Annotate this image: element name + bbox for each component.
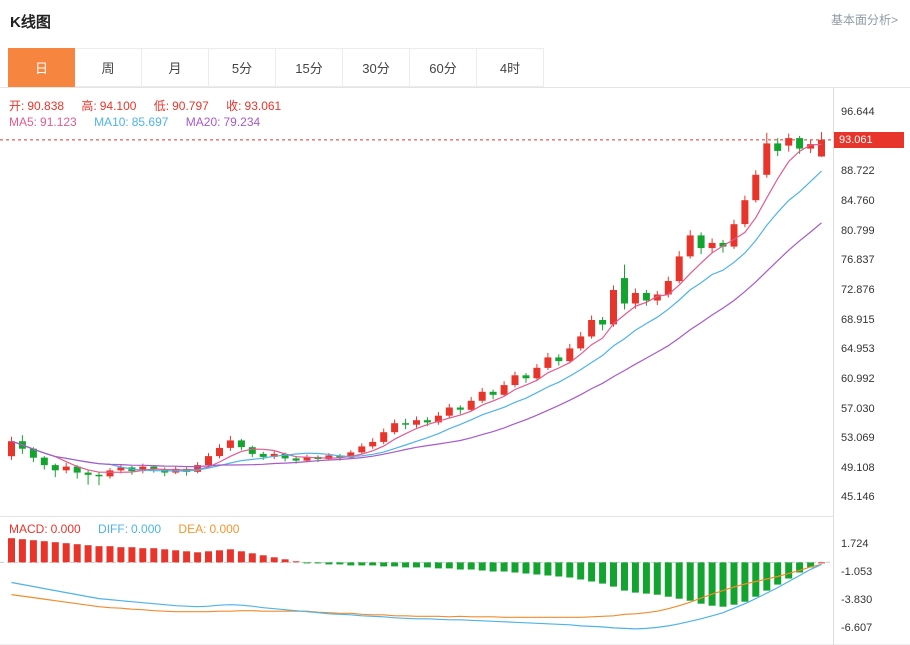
candlestick-chart[interactable] bbox=[0, 88, 833, 516]
main-axis-tick-10: 53.069 bbox=[841, 432, 875, 445]
tab-interval-3[interactable]: 5分 bbox=[209, 48, 276, 87]
main-axis-tick-5: 72.876 bbox=[841, 283, 875, 296]
ma20-label: MA20: bbox=[185, 115, 221, 129]
tab-interval-1[interactable]: 周 bbox=[75, 48, 142, 87]
dea-value: 0.000 bbox=[209, 522, 240, 536]
main-axis-tick-0: 96.644 bbox=[841, 106, 875, 119]
tab-interval-4[interactable]: 15分 bbox=[276, 48, 343, 87]
open-value: 90.838 bbox=[27, 99, 65, 113]
ma10-value: 85.697 bbox=[131, 115, 169, 129]
main-axis-tick-12: 45.146 bbox=[841, 491, 875, 504]
tab-interval-0[interactable]: 日 bbox=[8, 48, 75, 87]
low-label: 低: bbox=[153, 99, 170, 113]
close-value: 93.061 bbox=[244, 99, 282, 113]
main-axis-tick-9: 57.030 bbox=[841, 402, 875, 415]
fundamental-analysis-link[interactable]: 基本面分析> bbox=[830, 13, 898, 27]
interval-tabbar: 日周月 5分 15分 30分 60分 4时 bbox=[0, 48, 910, 88]
open-label: 开: bbox=[9, 99, 25, 113]
page-title: K线图 bbox=[10, 14, 51, 31]
ma10-label: MA10: bbox=[94, 115, 129, 129]
y-axis: 93.061 96.644 88.722 84.760 80.799 76.837 72.… bbox=[833, 88, 910, 645]
main-axis-tick-8: 60.992 bbox=[841, 372, 875, 385]
macd-value: 0.000 bbox=[50, 522, 81, 536]
low-value: 90.797 bbox=[172, 99, 209, 113]
diff-value: 0.000 bbox=[131, 522, 162, 536]
main-axis-tick-3: 80.799 bbox=[841, 224, 875, 237]
ma-info: MA5: 91.123 MA10: 85.697 MA20: 79.234 bbox=[9, 115, 274, 129]
current-price-tag: 93.061 bbox=[834, 131, 904, 148]
tab-interval-6[interactable]: 60分 bbox=[410, 48, 477, 87]
high-label: 高: bbox=[81, 99, 97, 113]
tab-interval-2[interactable]: 月 bbox=[142, 48, 209, 87]
chart-area: 开: 90.838 高: 94.100 低: 90.797 收: 93.061 MA5:… bbox=[0, 88, 910, 645]
main-axis-tick-1: 88.722 bbox=[841, 165, 875, 178]
macd-axis-tick-2: -3.830 bbox=[841, 593, 873, 606]
ohlc-info: 开: 90.838 高: 94.100 低: 90.797 收: 93.061 bbox=[9, 97, 295, 114]
close-label: 收: bbox=[226, 99, 242, 113]
main-axis-tick-6: 68.915 bbox=[841, 313, 875, 326]
macd-label: MACD: bbox=[9, 522, 48, 536]
panel-divider bbox=[0, 516, 833, 517]
plots bbox=[0, 88, 833, 645]
main-axis-tick-7: 64.953 bbox=[841, 343, 875, 356]
page-header: K线图 基本面分析> bbox=[0, 0, 910, 48]
macd-info: MACD: 0.000 DIFF: 0.000 DEA: 0.000 bbox=[9, 522, 253, 536]
ma5-value: 91.123 bbox=[40, 115, 77, 129]
macd-axis-tick-1: -1.053 bbox=[841, 565, 873, 578]
macd-axis-tick-0: 1.724 bbox=[841, 537, 869, 550]
main-axis-tick-4: 76.837 bbox=[841, 254, 875, 267]
ma20-value: 79.234 bbox=[223, 115, 261, 129]
diff-label: DIFF: bbox=[98, 522, 129, 536]
main-axis-tick-11: 49.108 bbox=[841, 461, 875, 474]
high-value: 94.100 bbox=[99, 99, 137, 113]
dea-label: DEA: bbox=[178, 522, 207, 536]
tab-interval-7[interactable]: 4时 bbox=[477, 48, 544, 87]
macd-axis-tick-3: -6.607 bbox=[841, 621, 873, 634]
ma5-label: MA5: bbox=[9, 115, 38, 129]
tab-interval-5[interactable]: 30分 bbox=[343, 48, 410, 87]
macd-chart[interactable] bbox=[0, 517, 833, 645]
main-axis-tick-2: 84.760 bbox=[841, 195, 875, 208]
